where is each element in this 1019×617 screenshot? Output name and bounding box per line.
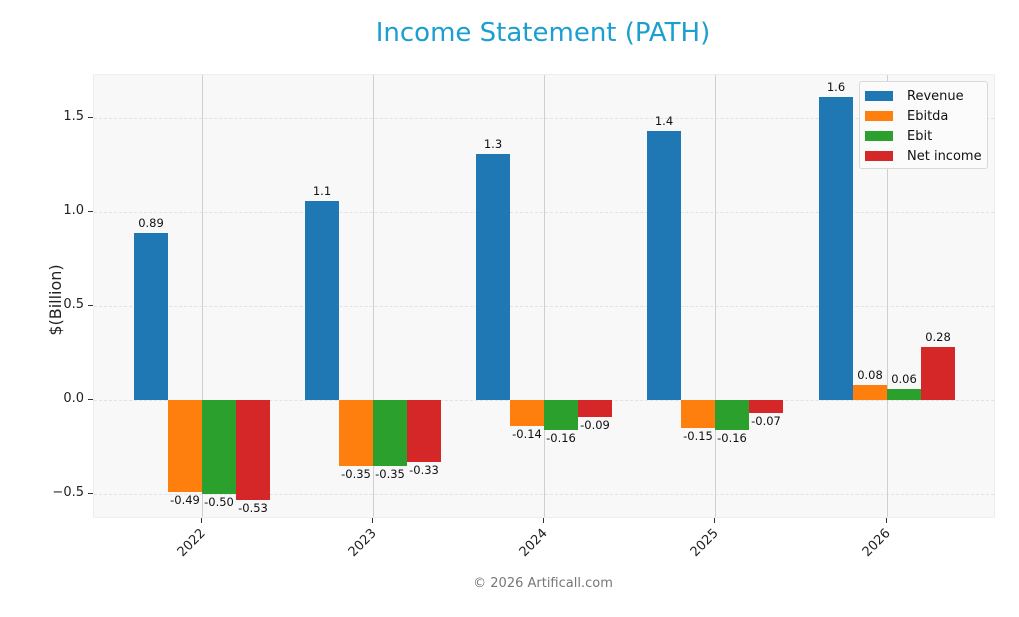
legend-label: Ebit xyxy=(907,128,933,144)
bar-ebit-2025 xyxy=(715,400,749,431)
x-tick xyxy=(372,518,373,523)
y-tick xyxy=(88,399,93,400)
bar-ebitda-2024 xyxy=(510,400,544,427)
value-label: -0.09 xyxy=(580,417,610,432)
bar-ebit-2024 xyxy=(544,400,578,431)
gridline-vertical xyxy=(887,75,888,517)
legend-item-ebitda: Ebitda xyxy=(865,106,948,126)
bar-revenue-2023 xyxy=(305,200,339,400)
bar-revenue-2022 xyxy=(134,232,168,400)
value-label: 1.3 xyxy=(483,136,503,151)
x-tick-label: 2023 xyxy=(345,526,380,561)
x-tick xyxy=(543,518,544,523)
legend-label: Net income xyxy=(907,148,982,164)
value-label: -0.16 xyxy=(546,431,576,446)
value-label: 0.89 xyxy=(138,215,164,230)
legend-label: Revenue xyxy=(907,88,964,104)
bar-revenue-2024 xyxy=(476,153,510,400)
chart-title: Income Statement (PATH) xyxy=(375,18,711,48)
value-label: -0.50 xyxy=(204,495,234,509)
y-tick-label: 1.0 xyxy=(63,203,84,218)
bar-ebit-2026 xyxy=(887,388,921,400)
bar-revenue-2025 xyxy=(647,131,681,400)
gridline-vertical xyxy=(373,75,374,517)
value-label: -0.49 xyxy=(170,493,200,508)
value-label: 1.1 xyxy=(312,183,332,198)
bar-ebit-2023 xyxy=(373,400,407,466)
value-label: -0.16 xyxy=(717,431,747,446)
legend: Revenue Ebitda Ebit Net income xyxy=(859,81,988,169)
y-tick-label: −0.5 xyxy=(52,485,84,500)
value-label: 1.4 xyxy=(654,114,674,129)
x-tick-label: 2024 xyxy=(516,526,551,561)
legend-swatch-ebit xyxy=(865,131,893,141)
bar-net-income-2024 xyxy=(578,400,612,417)
legend-item-revenue: Revenue xyxy=(865,86,964,106)
y-tick xyxy=(88,493,93,494)
legend-item-net-income: Net income xyxy=(865,146,982,166)
bar-ebitda-2023 xyxy=(339,400,373,466)
legend-swatch-revenue xyxy=(865,91,893,101)
value-label: -0.35 xyxy=(375,466,405,481)
value-label: 0.06 xyxy=(891,371,917,386)
y-tick xyxy=(88,117,93,118)
x-tick xyxy=(714,518,715,523)
y-tick-label: 1.5 xyxy=(63,109,84,124)
value-label: 0.28 xyxy=(925,330,951,345)
bar-net-income-2022 xyxy=(236,400,270,500)
gridline-vertical xyxy=(544,75,545,517)
x-tick xyxy=(201,518,202,523)
bar-net-income-2023 xyxy=(407,400,441,463)
x-tick-label: 2025 xyxy=(687,526,722,561)
bar-ebitda-2025 xyxy=(681,400,715,429)
value-label: 1.6 xyxy=(826,80,846,95)
plot-area: 0.89 1.1 1.3 1.4 1.6 -0.49 -0.35 -0.14 -0.15 0.08… xyxy=(93,74,995,518)
gridline-vertical xyxy=(715,75,716,517)
x-tick-label: 2026 xyxy=(859,526,894,561)
x-tick-label: 2022 xyxy=(174,526,209,561)
y-tick-label: 0.0 xyxy=(63,391,84,406)
legend-swatch-net-income xyxy=(865,151,893,161)
value-label: -0.14 xyxy=(512,427,542,442)
y-tick xyxy=(88,211,93,212)
legend-label: Ebitda xyxy=(907,108,949,124)
y-tick xyxy=(88,305,93,306)
value-label: -0.33 xyxy=(409,463,439,478)
value-label: 0.08 xyxy=(857,367,883,382)
bar-ebitda-2022 xyxy=(168,400,202,493)
copyright-footer: © 2026 Artificall.com xyxy=(473,576,613,591)
value-label: -0.07 xyxy=(751,414,781,429)
bar-revenue-2026 xyxy=(819,97,853,400)
y-tick-label: 0.5 xyxy=(63,297,84,312)
bar-ebitda-2026 xyxy=(853,384,887,400)
gridline-vertical xyxy=(202,75,203,517)
legend-item-ebit: Ebit xyxy=(865,126,932,146)
legend-swatch-ebitda xyxy=(865,111,893,121)
value-label: -0.53 xyxy=(238,500,268,515)
bar-net-income-2026 xyxy=(921,347,955,400)
bar-ebit-2022 xyxy=(202,400,236,494)
bar-net-income-2025 xyxy=(749,400,783,414)
x-tick xyxy=(886,518,887,523)
value-label: -0.15 xyxy=(683,429,713,444)
value-label: -0.35 xyxy=(341,466,371,481)
